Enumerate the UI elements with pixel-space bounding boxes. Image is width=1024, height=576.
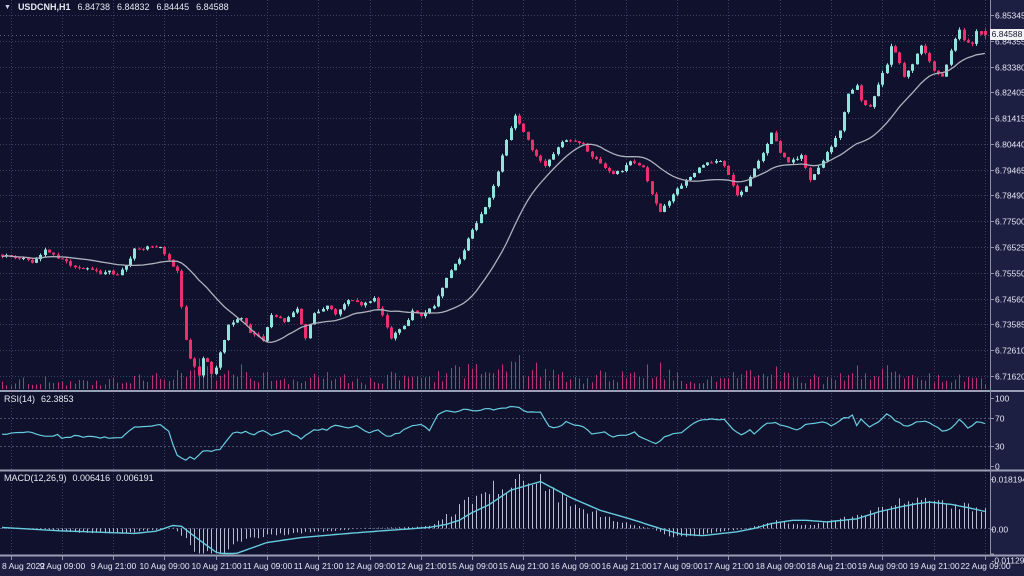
rsi-axis-label: 100 bbox=[995, 394, 1009, 404]
macd-axis-label: 0.018194 bbox=[992, 475, 1024, 485]
time-axis-label: 11 Aug 09:00 bbox=[243, 561, 293, 571]
time-axis-label: 15 Aug 09:00 bbox=[447, 561, 497, 571]
rsi-axis-label: 70 bbox=[995, 414, 1005, 424]
time-axis-label: 12 Aug 09:00 bbox=[345, 561, 395, 571]
rsi-line bbox=[1, 405, 986, 461]
time-axis-label: 15 Aug 21:00 bbox=[498, 561, 548, 571]
time-axis-label: 16 Aug 21:00 bbox=[601, 561, 651, 571]
time-axis-label: 11 Aug 21:00 bbox=[294, 561, 344, 571]
price-axis-label: 6.85345 bbox=[995, 11, 1024, 21]
price-axis-label: 6.83380 bbox=[995, 63, 1024, 73]
price-axis-label: 6.80440 bbox=[995, 140, 1024, 150]
price-axis-label: 6.75550 bbox=[995, 269, 1024, 279]
time-axis-label: 18 Aug 21:00 bbox=[806, 561, 856, 571]
time-axis-label: 9 Aug 21:00 bbox=[91, 561, 137, 571]
panel-separator bbox=[0, 469, 1024, 472]
time-axis-strip bbox=[0, 556, 990, 576]
price-axis-label: 6.79465 bbox=[995, 166, 1024, 176]
time-axis-label: 10 Aug 09:00 bbox=[139, 561, 189, 571]
price-axis-label: 6.78490 bbox=[995, 191, 1024, 201]
rsi-axis-label: 30 bbox=[995, 442, 1005, 452]
time-axis-label: 19 Aug 09:00 bbox=[857, 561, 907, 571]
time-axis-label: 9 Aug 09:00 bbox=[40, 561, 86, 571]
current-price-tag: 6.84588 bbox=[990, 29, 1024, 40]
rsi-axis-label: 0 bbox=[995, 462, 1000, 472]
price-axis-label: 6.81415 bbox=[995, 114, 1024, 124]
moving-average-line bbox=[1, 52, 986, 344]
time-axis-label: 17 Aug 21:00 bbox=[703, 561, 753, 571]
time-axis-label: 8 Aug 2022 bbox=[2, 561, 45, 571]
candles-layer bbox=[1, 27, 987, 378]
time-axis-label: 10 Aug 21:00 bbox=[191, 561, 241, 571]
dropdown-arrow-icon[interactable]: ▼ bbox=[4, 4, 11, 11]
price-axis-label: 6.71620 bbox=[995, 372, 1024, 382]
price-axis-label: 6.84355 bbox=[995, 37, 1024, 47]
time-axis-label: 22 Aug 09:00 bbox=[960, 561, 1010, 571]
price-axis-label: 6.82405 bbox=[995, 88, 1024, 98]
price-axis-label: 6.73585 bbox=[995, 320, 1024, 330]
panel-separator bbox=[0, 554, 1024, 557]
time-axis-label: 18 Aug 09:00 bbox=[755, 561, 805, 571]
price-axis-label: 6.72610 bbox=[995, 346, 1024, 356]
macd-signal-line bbox=[1, 480, 986, 555]
volume-bars-layer bbox=[2, 355, 986, 389]
chart-plot-background bbox=[0, 0, 990, 556]
price-axis-label: 6.77500 bbox=[995, 217, 1024, 227]
time-axis-label: 19 Aug 21:00 bbox=[909, 561, 959, 571]
price-axis-label: 6.76525 bbox=[995, 243, 1024, 253]
time-axis-label: 16 Aug 09:00 bbox=[550, 561, 600, 571]
price-axis-strip bbox=[990, 0, 1024, 576]
panel-separator bbox=[0, 390, 1024, 392]
time-axis-label: 17 Aug 09:00 bbox=[652, 561, 702, 571]
macd-axis-label: 0.00 bbox=[992, 525, 1009, 535]
time-axis-label: 12 Aug 21:00 bbox=[396, 561, 446, 571]
price-axis-label: 6.74560 bbox=[995, 295, 1024, 305]
